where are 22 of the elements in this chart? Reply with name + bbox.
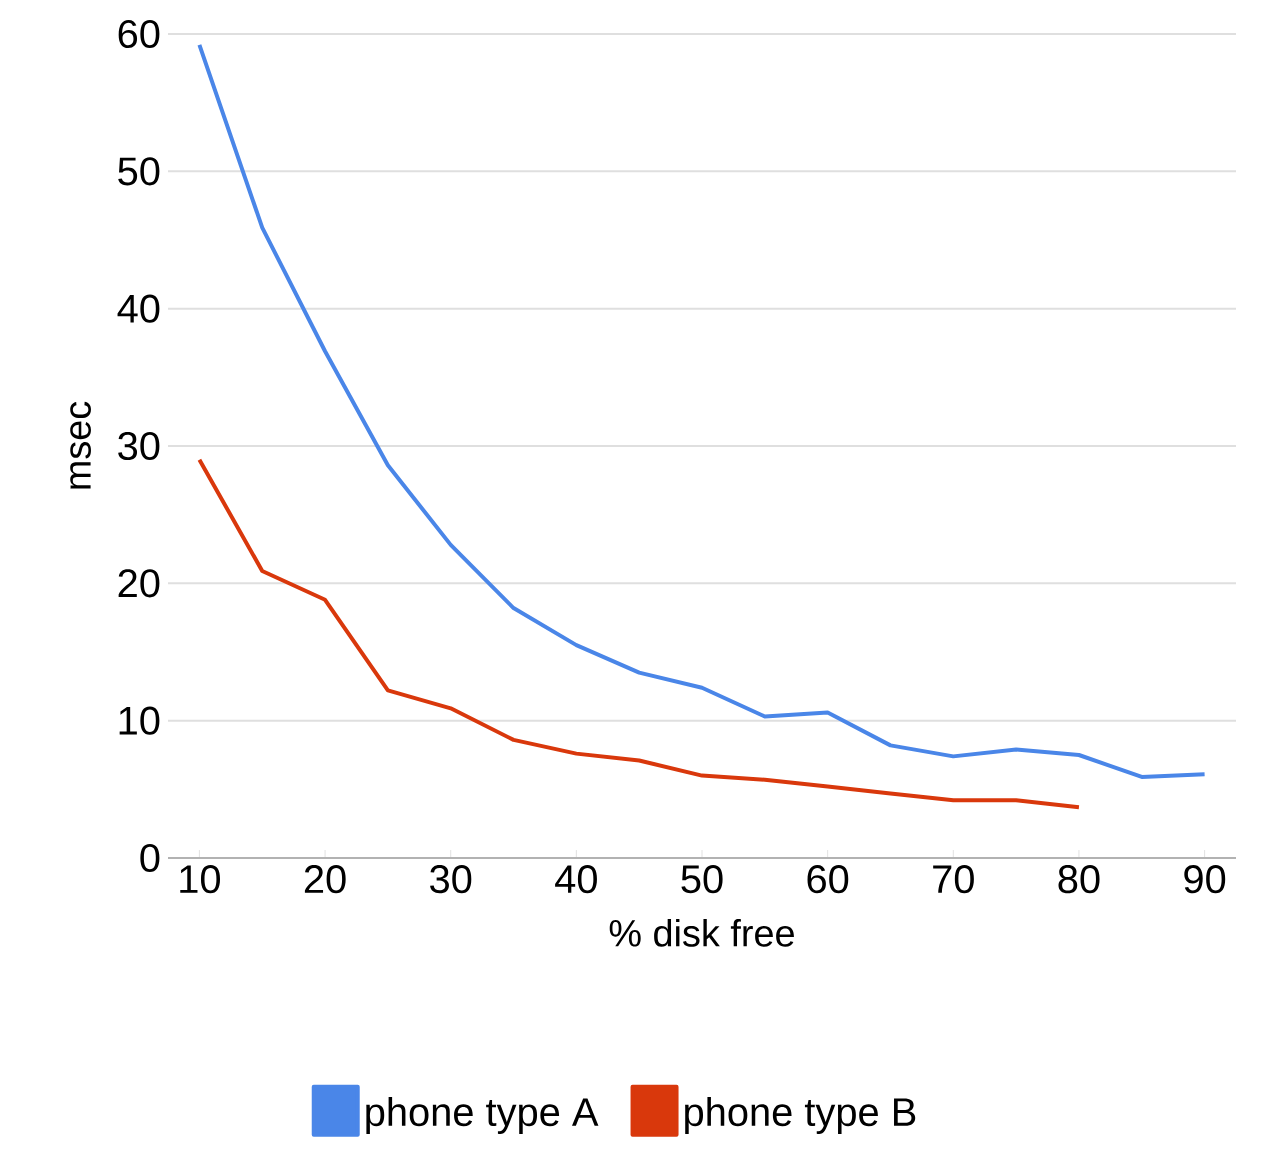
y-tick-label: 20 [118, 569, 160, 598]
x-tick-label: 60 [807, 865, 849, 894]
y-tick-label: 60 [118, 19, 160, 49]
x-tick-label: 10 [180, 865, 220, 894]
y-tick-label: 0 [140, 843, 160, 873]
x-tick-label: 20 [304, 865, 346, 894]
x-tick-label: 70 [933, 865, 974, 894]
legend-label: phone type A [366, 1096, 599, 1135]
x-tick-label: 40 [555, 865, 597, 894]
x-tick-label: 80 [1058, 865, 1100, 894]
y-tick-label: 40 [117, 294, 160, 323]
x-tick-label: 90 [1184, 865, 1226, 894]
legend-label: phone type B [685, 1096, 916, 1135]
y-tick-label: 10 [119, 706, 160, 735]
x-tick-label: 30 [430, 865, 472, 894]
y-tick-label: 50 [118, 157, 160, 186]
x-axis-title: % disk free [609, 918, 794, 947]
y-tick-label: 30 [118, 431, 160, 461]
line-series [197, 42, 1207, 779]
y-axis-title: msec [70, 401, 91, 489]
x-tick-label: 50 [681, 865, 723, 894]
line-series [197, 457, 1081, 810]
